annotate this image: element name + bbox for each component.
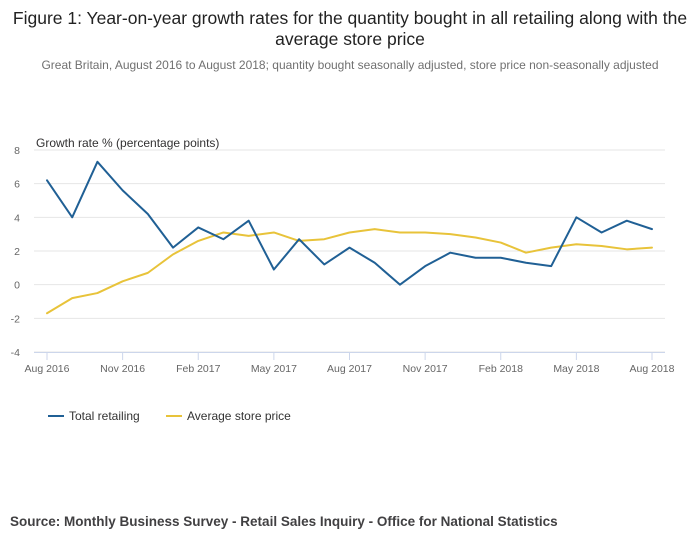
y-tick-label: 8 [14, 145, 20, 157]
x-tick-label: May 2018 [553, 363, 599, 375]
legend-label: Average store price [187, 409, 291, 423]
chart-title: Figure 1: Year-on-year growth rates for … [12, 8, 688, 49]
x-tick-label: Feb 2018 [479, 363, 524, 375]
x-axis-ticks: Aug 2016 Nov 2016 Feb 2017 May 2017 Aug 2017… [25, 352, 675, 375]
x-tick-label: Aug 2018 [630, 363, 675, 375]
legend-item-average-store-price[interactable]: Average store price [166, 409, 291, 423]
y-tick-label: 0 [14, 280, 20, 292]
y-axis-label: Growth rate % (percentage points) [36, 136, 219, 150]
series-lines [46, 160, 653, 315]
x-tick-label: Aug 2016 [25, 363, 70, 375]
line-chart: -4 -2 0 2 4 6 8 Aug 2016 Nov 2016 Feb 2017 May 20… [11, 136, 675, 423]
source-note: Source: Monthly Business Survey - Retail… [10, 514, 558, 529]
y-axis-ticks: -4 -2 0 2 4 6 8 [11, 145, 21, 359]
x-tick-label: May 2017 [251, 363, 297, 375]
legend-item-total-retailing[interactable]: Total retailing [48, 409, 140, 423]
x-tick-label: Nov 2017 [403, 363, 448, 375]
chart-subtitle: Great Britain, August 2016 to August 201… [41, 58, 659, 72]
legend-label: Total retailing [69, 409, 140, 423]
x-tick-label: Aug 2017 [327, 363, 372, 375]
y-tick-label: -2 [11, 313, 20, 325]
y-tick-label: 6 [14, 179, 20, 191]
x-tick-label: Feb 2017 [176, 363, 221, 375]
y-tick-label: 4 [14, 212, 20, 224]
gridlines [34, 149, 665, 353]
y-tick-label: -4 [11, 347, 20, 359]
x-tick-label: Nov 2016 [100, 363, 145, 375]
series-line-average-store-price [46, 228, 653, 315]
series-line-total-retailing [46, 160, 653, 286]
y-tick-label: 2 [14, 246, 20, 258]
legend: Total retailing Average store price [48, 409, 291, 423]
